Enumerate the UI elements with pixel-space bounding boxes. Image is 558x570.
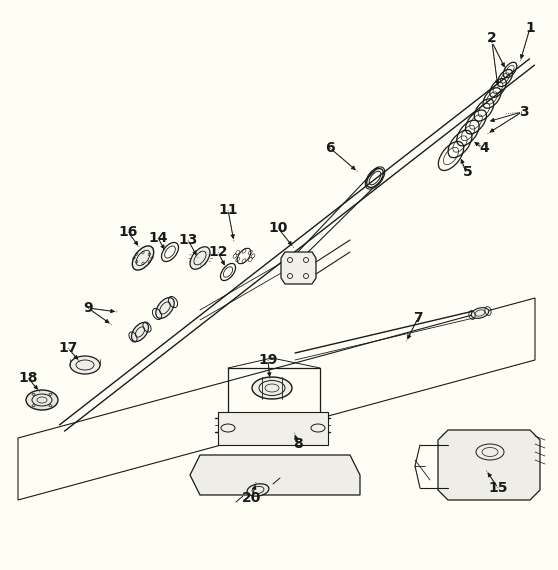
Text: 14: 14 (148, 231, 168, 245)
Polygon shape (218, 412, 328, 445)
Text: 5: 5 (463, 165, 473, 179)
Ellipse shape (70, 356, 100, 374)
Text: 4: 4 (479, 141, 489, 155)
Ellipse shape (156, 298, 174, 319)
Polygon shape (281, 252, 316, 284)
Text: 20: 20 (242, 491, 262, 505)
Text: 2: 2 (487, 31, 497, 45)
Polygon shape (438, 430, 540, 500)
Text: 10: 10 (268, 221, 288, 235)
Text: 7: 7 (413, 311, 423, 325)
Text: 17: 17 (59, 341, 78, 355)
Text: 13: 13 (179, 233, 198, 247)
Text: 6: 6 (325, 141, 335, 155)
Polygon shape (190, 455, 360, 495)
Text: 18: 18 (18, 371, 38, 385)
Text: 12: 12 (208, 245, 228, 259)
Text: 9: 9 (83, 301, 93, 315)
Ellipse shape (132, 246, 153, 270)
Text: 11: 11 (218, 203, 238, 217)
Text: 3: 3 (519, 105, 529, 119)
Text: 19: 19 (258, 353, 278, 367)
Ellipse shape (190, 247, 210, 269)
Text: 15: 15 (488, 481, 508, 495)
Ellipse shape (132, 323, 148, 341)
Ellipse shape (26, 390, 58, 410)
Text: 1: 1 (525, 21, 535, 35)
Text: 8: 8 (293, 437, 303, 451)
Ellipse shape (471, 308, 489, 319)
Ellipse shape (252, 377, 292, 399)
Ellipse shape (247, 484, 269, 496)
Text: 16: 16 (118, 225, 138, 239)
